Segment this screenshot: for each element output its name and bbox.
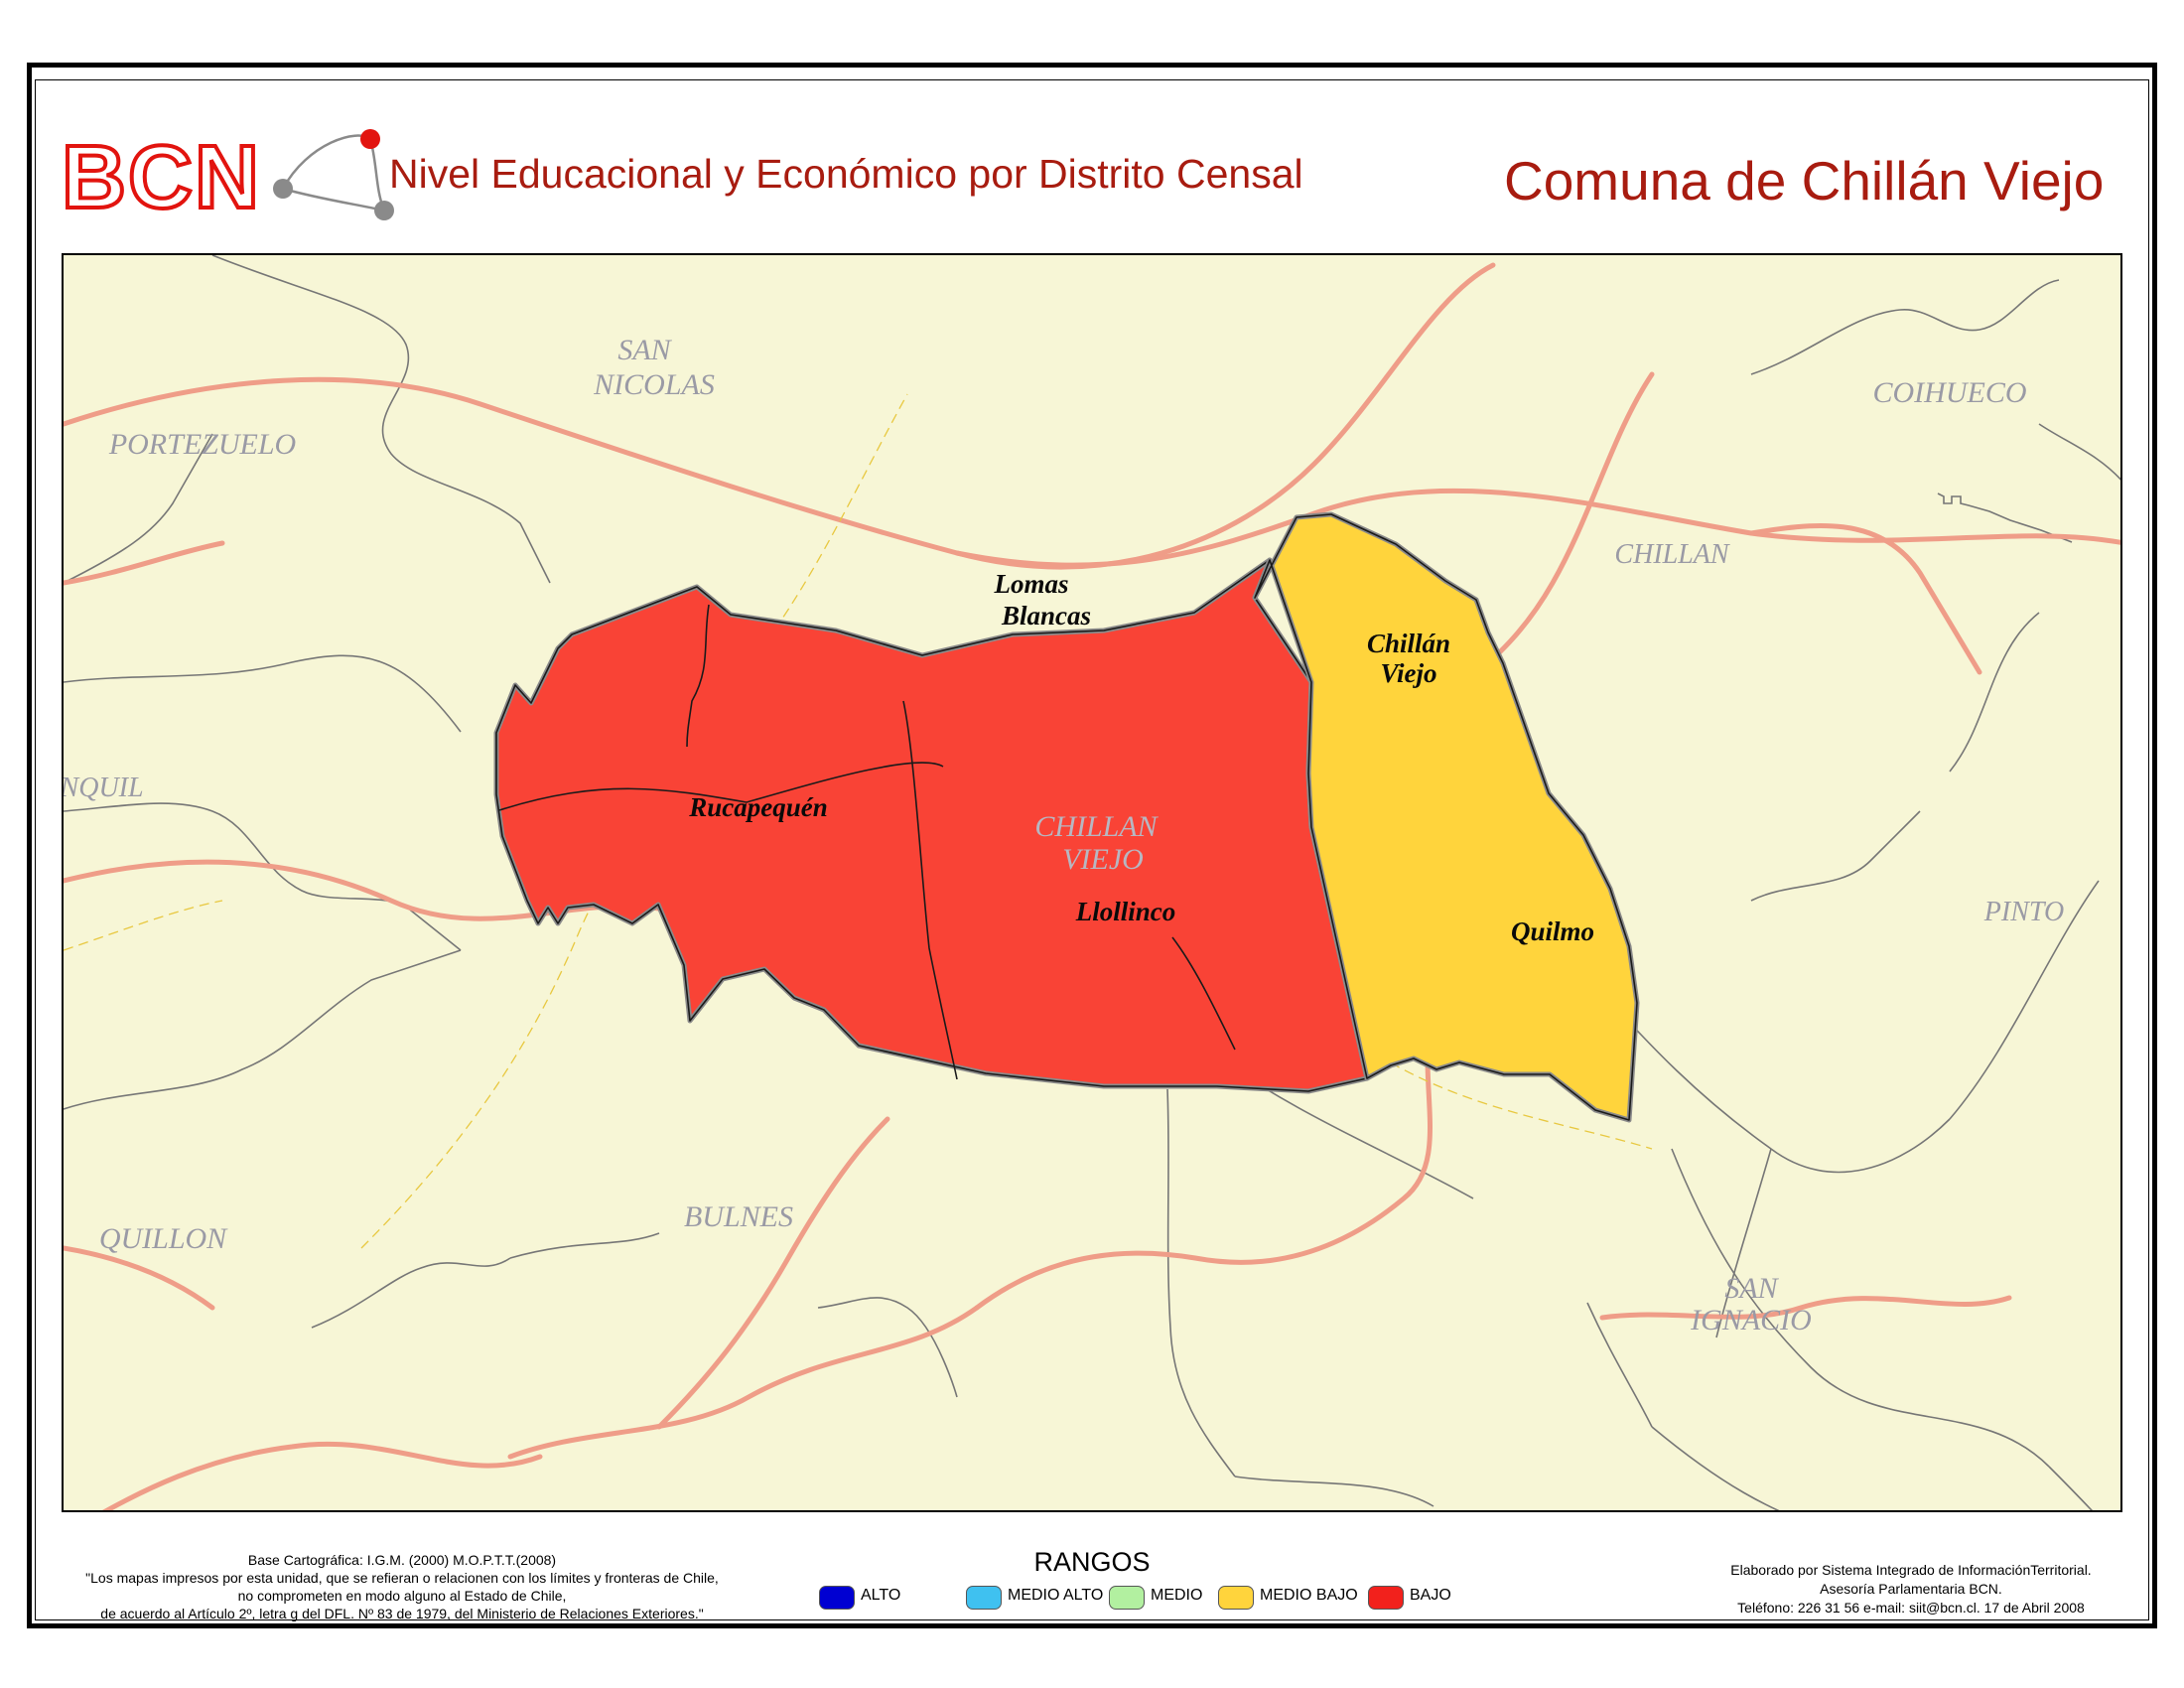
svg-text:PORTEZUELO: PORTEZUELO: [108, 428, 296, 461]
svg-text:VIEJO: VIEJO: [1062, 843, 1144, 876]
svg-text:Quilmo: Quilmo: [1511, 916, 1594, 946]
svg-text:CHILLAN: CHILLAN: [1034, 810, 1159, 843]
svg-text:COIHUECO: COIHUECO: [1873, 376, 2027, 409]
svg-text:Lomas: Lomas: [993, 569, 1068, 599]
svg-text:NICOLAS: NICOLAS: [593, 368, 715, 401]
svg-text:BULNES: BULNES: [684, 1200, 793, 1233]
svg-text:QUILLON: QUILLON: [99, 1222, 228, 1255]
svg-text:Llollinco: Llollinco: [1075, 897, 1176, 926]
svg-text:ANQUIL: ANQUIL: [64, 773, 144, 803]
svg-text:Rucapequén: Rucapequén: [688, 792, 828, 822]
svg-text:Blancas: Blancas: [1001, 601, 1091, 631]
svg-text:PINTO: PINTO: [1983, 897, 2064, 927]
svg-text:IGNACIO: IGNACIO: [1690, 1304, 1812, 1336]
svg-text:CHILLAN: CHILLAN: [1614, 539, 1729, 570]
svg-text:SAN: SAN: [1724, 1272, 1779, 1305]
svg-text:Chillán: Chillán: [1367, 629, 1450, 658]
svg-text:Viejo: Viejo: [1380, 658, 1436, 688]
svg-text:SAN: SAN: [617, 334, 672, 366]
